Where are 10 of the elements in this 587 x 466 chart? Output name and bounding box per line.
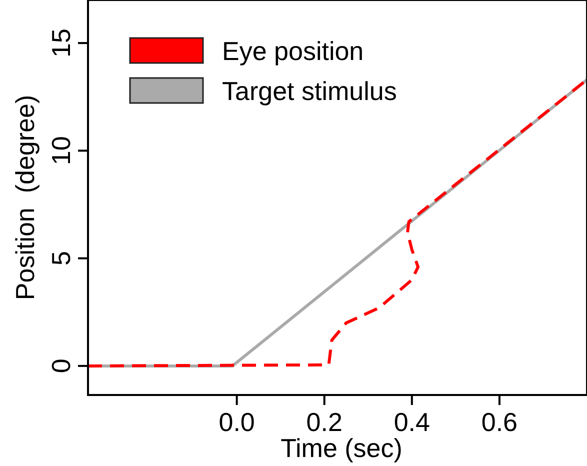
y-tick-label: 0	[46, 358, 76, 374]
legend-label: Eye position	[222, 36, 364, 66]
legend-label: Target stimulus	[222, 76, 397, 106]
y-tick-label: 15	[46, 28, 76, 58]
y-axis-title: Position (degree)	[10, 94, 40, 300]
x-tick-label: 0.6	[481, 407, 518, 437]
line-series	[88, 78, 587, 368]
x-tick-label: 0.0	[218, 407, 255, 437]
y-tick-label: 10	[46, 136, 76, 166]
y-tick-label: 5	[46, 251, 76, 266]
